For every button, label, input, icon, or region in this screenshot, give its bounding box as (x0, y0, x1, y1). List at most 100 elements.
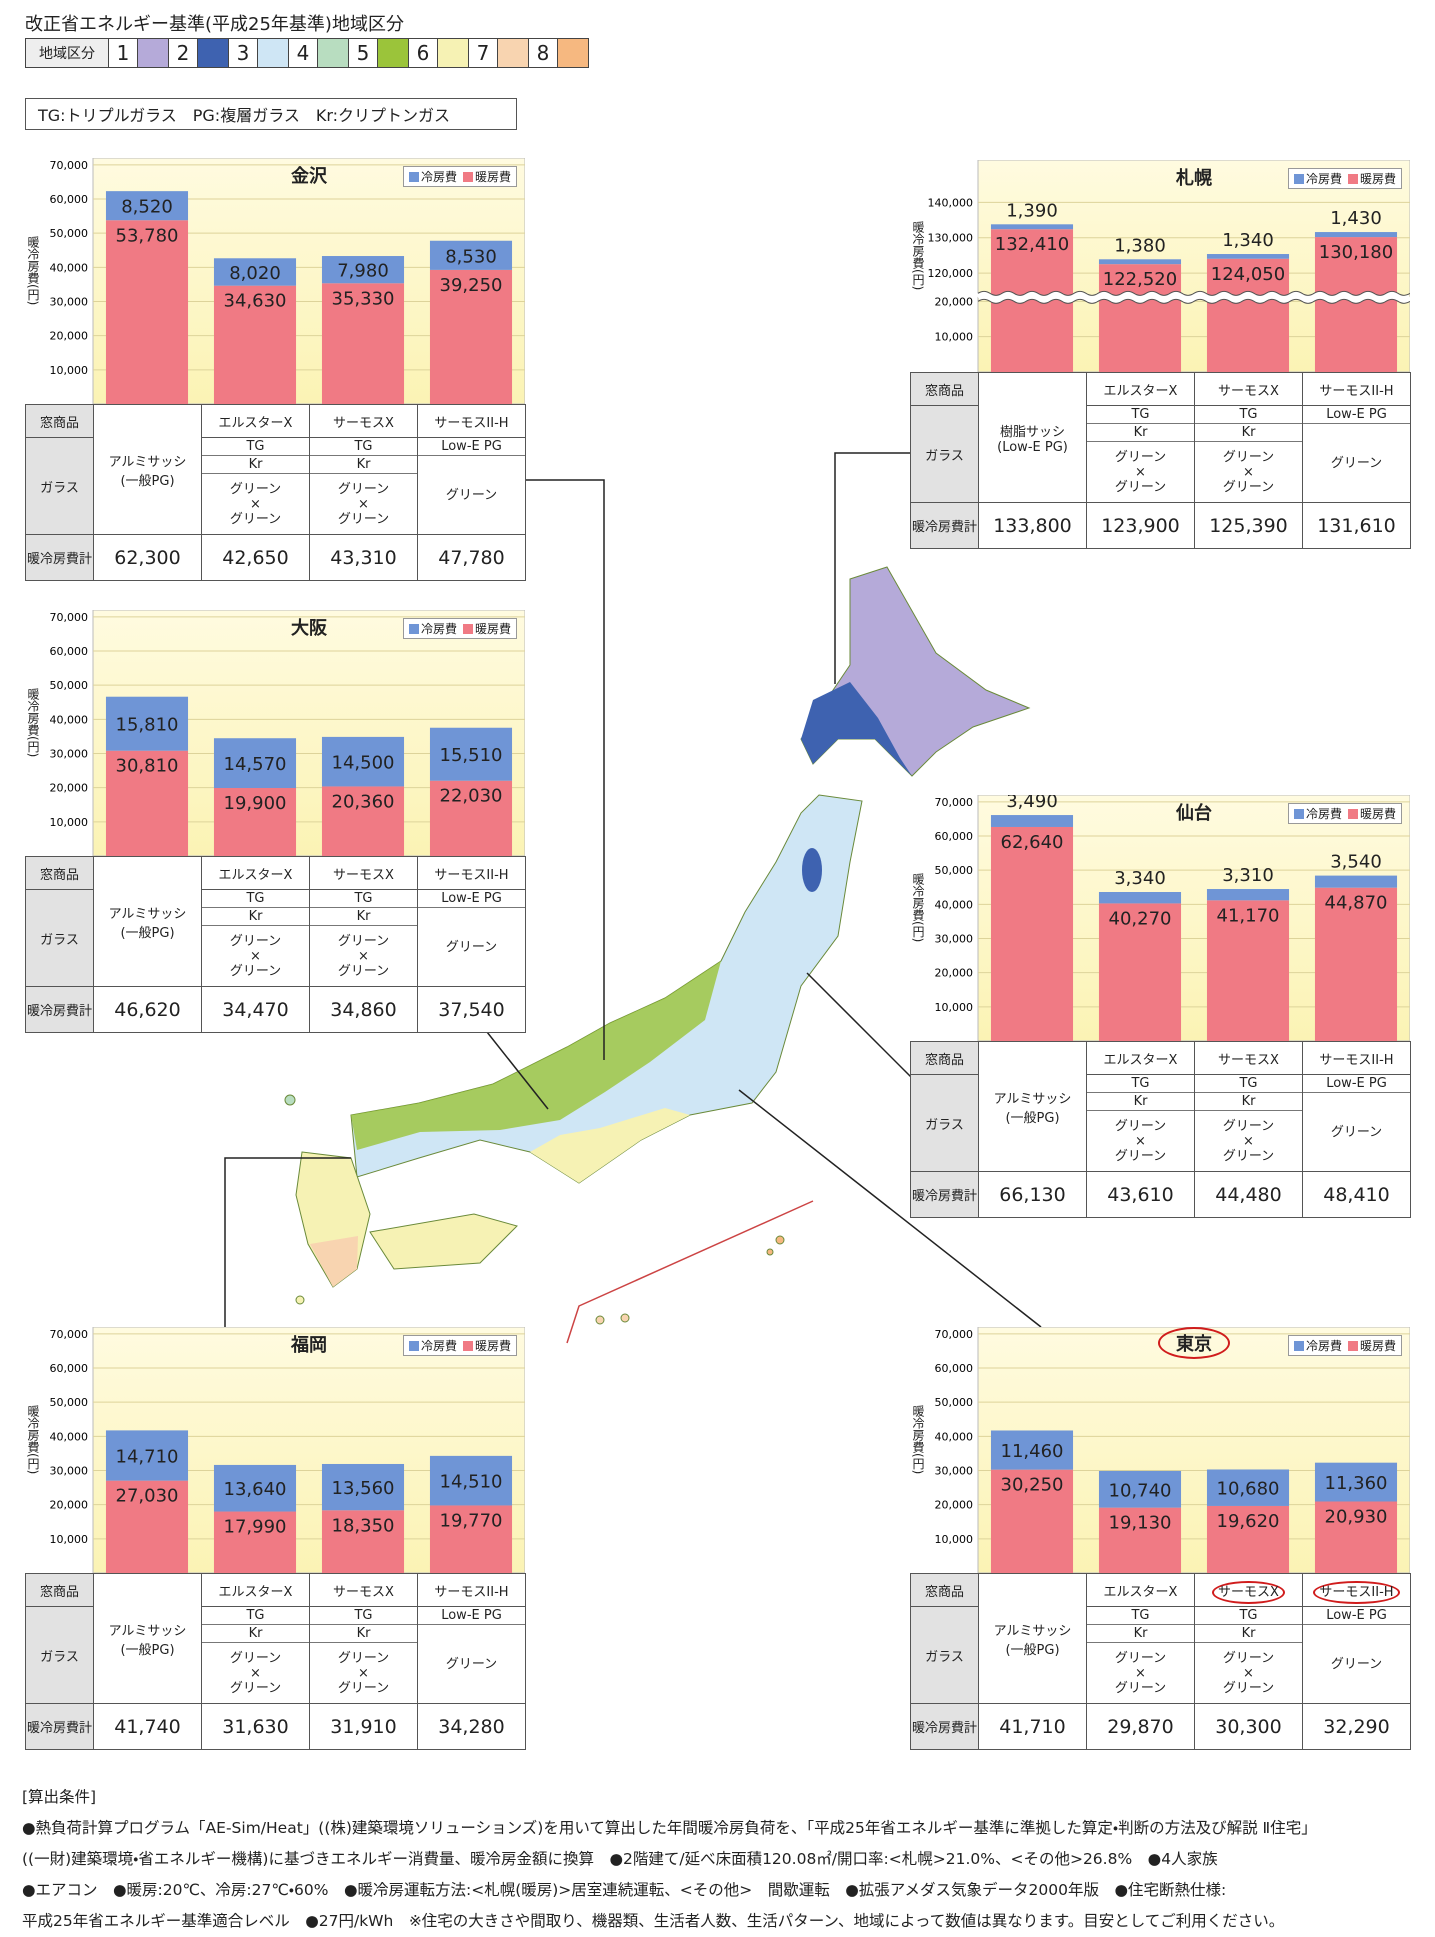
zone-swatch (498, 39, 529, 67)
spec-table: 窓商品 アルミサッシ(一般PG) エルスターX サーモスX サーモスII-H ガラス TG K… (910, 1573, 1411, 1750)
total-cell: 66,130 (978, 1171, 1087, 1218)
glass-stack: TG Kr グリーン × グリーン (1087, 1075, 1194, 1171)
y-tick-label: 70,000 (935, 1328, 974, 1341)
product-cell: アルミサッシ(一般PG) (93, 856, 202, 987)
legend: 冷房費 暖房費 (402, 1335, 517, 1356)
glass-note: TG:トリプルガラス PG:複層ガラス Kr:クリプトンガス (25, 98, 517, 130)
glass-group: Low-E PG (418, 438, 525, 456)
glass-group: TG (202, 438, 309, 456)
total-cell: 47,780 (417, 534, 526, 581)
glass-group: Kr (1195, 1625, 1302, 1643)
glass-text: × (1243, 1133, 1254, 1149)
row-header: ガラス (25, 1606, 94, 1704)
product-cell: エルスターX (201, 404, 310, 438)
glass-text: Kr (356, 1626, 371, 1641)
row-header: 暖冷房費計 (25, 986, 94, 1033)
glass-text: TG (246, 891, 265, 906)
chart-svg: 10,000 20,000 120,000 130,000 140,000 132,410… (928, 160, 1410, 372)
glass-text: Kr (248, 457, 263, 472)
row-header: ガラス (910, 1606, 979, 1704)
product-cell: エルスターX (1086, 372, 1195, 406)
table-row: 暖冷房費計 66,130 43,610 44,480 48,410 (910, 1171, 1411, 1218)
y-tick-label: 50,000 (935, 864, 974, 877)
y-tick-label: 20,000 (50, 1499, 89, 1512)
glass-stack: TG Kr グリーン × グリーン (202, 890, 309, 986)
glass-group: Low-E PG (1303, 406, 1410, 424)
glass-cell: Low-E PG グリーン (417, 1606, 526, 1704)
glass-stack: TG Kr グリーン × グリーン (1195, 1607, 1302, 1703)
total-cell: 41,710 (978, 1703, 1087, 1750)
glass-cell: Low-E PG グリーン (417, 437, 526, 535)
zone-number: 7 (469, 39, 498, 67)
value-label: 14,710 (116, 1447, 179, 1468)
glass-group: グリーン × グリーン (1087, 1643, 1194, 1703)
bar-segment (1206, 1469, 1290, 1506)
value-label: 62,640 (1001, 832, 1064, 853)
y-tick-label: 40,000 (50, 713, 89, 726)
value-label: 8,520 (121, 197, 173, 218)
product-name: エルスターX (1103, 383, 1178, 399)
total-cell: 30,300 (1194, 1703, 1303, 1750)
table-row: 窓商品 アルミサッシ(一般PG) エルスターX サーモスX サーモスII-H (25, 1573, 526, 1704)
glass-group: TG (1087, 406, 1194, 424)
glass-group: Low-E PG (1303, 1075, 1410, 1093)
glass-text: グリーン (1114, 449, 1167, 465)
chart: 10,000 20,000 30,000 40,000 50,000 60,000 70,0… (25, 1327, 525, 1573)
glass-group: TG (310, 438, 417, 456)
glass-text: Low-E PG (1326, 407, 1387, 422)
table-row: 暖冷房費計 41,740 31,630 31,910 34,280 (25, 1703, 526, 1750)
glass-text: Kr (1241, 425, 1256, 440)
glass-cell: TG Kr グリーン × グリーン (201, 1606, 310, 1704)
legend-swatch (1347, 1341, 1358, 1351)
glass-text: グリーン (1330, 1124, 1383, 1140)
glass-cell: TG Kr グリーン × グリーン (1086, 1074, 1195, 1172)
value-label: 15,810 (116, 715, 179, 736)
y-tick-label: 20,000 (50, 330, 89, 343)
glass-text: TG (354, 439, 373, 454)
y-tick-label: 10,000 (935, 1001, 974, 1014)
conditions-title: [算出条件] (22, 1788, 97, 1806)
total-cell: 131,610 (1302, 502, 1411, 549)
y-tick-label: 60,000 (50, 1362, 89, 1375)
value-label: 20,930 (1325, 1506, 1388, 1527)
bar-segment (105, 191, 189, 221)
glass-text: × (1243, 464, 1254, 480)
legend-item: 暖房費 (462, 620, 511, 637)
glass-stack: TG Kr グリーン × グリーン (310, 1607, 417, 1703)
row-header: 窓商品 (910, 372, 979, 406)
bar-segment (213, 788, 297, 856)
bar-segment (213, 1464, 297, 1512)
glass-text: Kr (356, 457, 371, 472)
value-label: 130,180 (1319, 242, 1393, 263)
value-label: 1,380 (1114, 235, 1166, 256)
legend-item: 冷房費 (1293, 170, 1342, 187)
table-row: ガラス TG Kr グリーン × グリーン TG Kr グリーン × グリーン Low-E PG グリー… (25, 1606, 526, 1704)
bar-segment (1206, 254, 1290, 259)
y-tick-label: 130,000 (928, 232, 974, 245)
glass-stack: TG Kr グリーン × グリーン (1195, 406, 1302, 502)
product-cell: サーモスII-H (417, 404, 526, 438)
glass-group: TG (202, 890, 309, 908)
sea-boundary (566, 1200, 814, 1344)
legend-item: 冷房費 (408, 1337, 457, 1354)
total-cell: 44,480 (1194, 1171, 1303, 1218)
glass-cell: TG Kr グリーン × グリーン (1194, 405, 1303, 503)
product-name: サーモスX (333, 415, 394, 431)
y-tick-label: 140,000 (928, 196, 974, 209)
glass-stack: TG Kr グリーン × グリーン (310, 438, 417, 534)
value-label: 10,680 (1217, 1479, 1280, 1500)
legend-swatch (1347, 809, 1358, 819)
glass-text: グリーン (229, 511, 282, 527)
glass-text: Low-E PG (1326, 1608, 1387, 1623)
y-tick-label: 40,000 (935, 1430, 974, 1443)
bar-segment (321, 283, 405, 404)
bar-segment (321, 1510, 405, 1573)
bar-segment (105, 1430, 189, 1481)
glass-text: × (358, 496, 369, 512)
chart-panel: 10,000 20,000 30,000 40,000 50,000 60,000 70,0… (25, 610, 526, 1033)
glass-group: Kr (310, 1625, 417, 1643)
value-label: 39,250 (440, 275, 503, 296)
glass-cell: TG Kr グリーン × グリーン (201, 437, 310, 535)
zone-number: 4 (289, 39, 318, 67)
